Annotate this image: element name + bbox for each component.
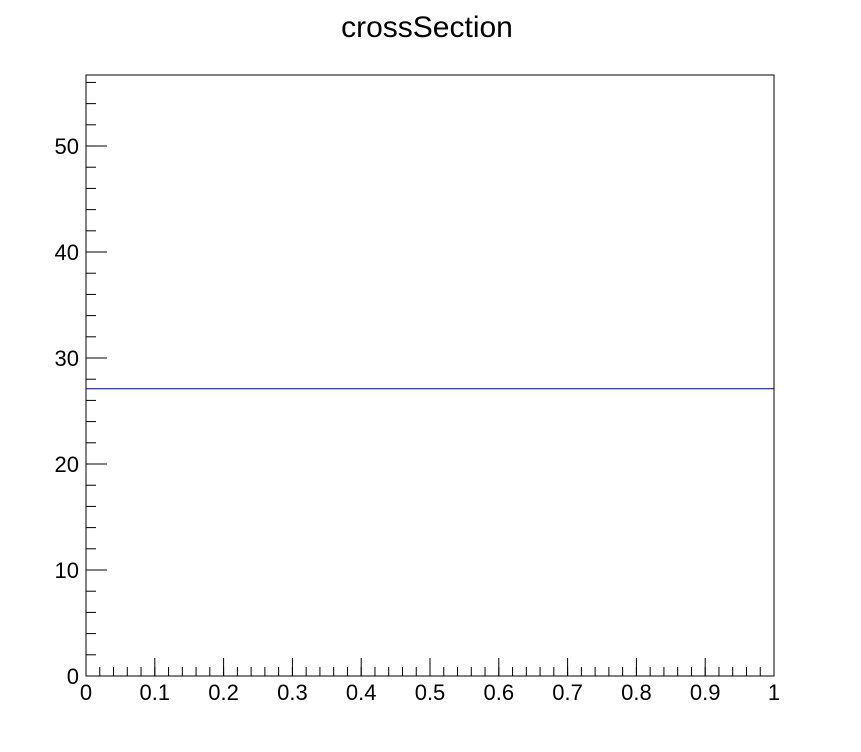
chart-title: crossSection [341,11,513,44]
x-tick-label: 0.3 [277,680,308,705]
y-tick-label: 40 [55,240,79,265]
x-axis: 0 0.1 0.2 0.3 0.4 0.5 0.6 0.7 0.8 0.9 1 [80,658,780,705]
y-tick-label: 50 [55,134,79,159]
x-tick-label: 1 [768,680,780,705]
x-tick-label: 0 [80,680,92,705]
x-tick-label: 0.4 [346,680,377,705]
x-tick-label: 0.1 [140,680,171,705]
y-tick-label: 0 [67,664,79,689]
x-tick-label: 0.8 [621,680,652,705]
x-tick-label: 0.7 [552,680,583,705]
y-axis: 0 10 20 30 40 50 [55,81,107,689]
y-tick-label: 10 [55,558,79,583]
x-tick-label: 0.9 [690,680,721,705]
x-tick-label: 0.5 [415,680,446,705]
plot-frame [85,74,775,677]
x-tick-label: 0.2 [208,680,239,705]
x-tick-label: 0.6 [484,680,515,705]
y-tick-label: 20 [55,452,79,477]
y-tick-label: 30 [55,346,79,371]
